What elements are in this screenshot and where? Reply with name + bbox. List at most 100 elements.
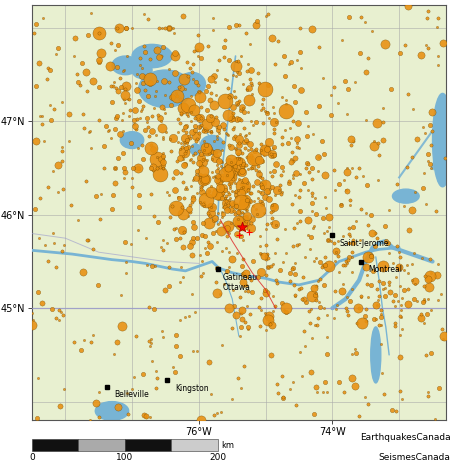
Point <box>256 198 263 205</box>
Point <box>260 252 268 260</box>
Point <box>217 185 225 193</box>
Point <box>404 261 411 269</box>
Point <box>74 216 81 223</box>
Point <box>349 223 357 231</box>
Point <box>362 317 369 325</box>
Point <box>142 49 149 56</box>
Point <box>123 24 130 32</box>
Point <box>136 165 143 172</box>
Point <box>264 316 271 323</box>
Point <box>381 292 388 299</box>
Point <box>397 387 404 395</box>
Point <box>189 347 197 354</box>
Point <box>230 115 237 123</box>
Point <box>140 73 147 80</box>
Point <box>113 339 120 346</box>
Point <box>263 252 270 259</box>
Point <box>401 42 408 49</box>
Point <box>265 138 273 146</box>
Point <box>201 126 208 134</box>
Point <box>198 182 206 190</box>
Point <box>251 154 258 161</box>
Point <box>200 177 207 184</box>
Point <box>229 71 236 79</box>
Point <box>435 61 442 69</box>
Ellipse shape <box>179 72 206 96</box>
Point <box>182 147 190 154</box>
Point <box>363 271 370 278</box>
Point <box>205 149 212 157</box>
Point <box>207 183 214 190</box>
Point <box>340 262 347 269</box>
Point <box>231 93 238 100</box>
Point <box>351 382 359 389</box>
Point <box>224 162 231 169</box>
Bar <box>172 439 218 451</box>
Point <box>38 120 45 128</box>
Point <box>206 188 213 195</box>
Point <box>211 216 218 224</box>
Point <box>380 279 387 287</box>
Point <box>297 24 304 31</box>
Text: Gatineau
Ottawa: Gatineau Ottawa <box>222 273 258 292</box>
Point <box>166 135 173 142</box>
Text: km: km <box>221 440 234 450</box>
Point <box>404 163 411 170</box>
Point <box>352 218 359 225</box>
Point <box>180 228 187 236</box>
Point <box>221 126 228 133</box>
Point <box>255 273 262 281</box>
Point <box>166 24 173 32</box>
Point <box>225 131 232 139</box>
Point <box>194 167 201 175</box>
Point <box>348 253 355 261</box>
Point <box>262 255 269 263</box>
Point <box>233 21 240 28</box>
Point <box>228 159 235 166</box>
Point <box>90 77 97 85</box>
Point <box>281 225 288 233</box>
Point <box>435 261 442 268</box>
Point <box>236 115 243 122</box>
Point <box>258 174 266 181</box>
Point <box>243 86 251 94</box>
Point <box>262 241 269 248</box>
Point <box>426 255 433 263</box>
Point <box>211 101 218 108</box>
Point <box>427 272 434 280</box>
Point <box>249 161 256 168</box>
Point <box>136 97 143 104</box>
Point <box>253 178 261 185</box>
Point <box>58 247 65 255</box>
Point <box>192 114 199 122</box>
Point <box>278 299 286 307</box>
Point <box>230 125 237 133</box>
Point <box>228 395 236 403</box>
Point <box>147 141 154 149</box>
Point <box>317 303 324 310</box>
Point <box>114 42 121 49</box>
Point <box>224 232 231 240</box>
Point <box>349 236 357 243</box>
Point <box>187 156 194 164</box>
Point <box>275 37 282 44</box>
Point <box>314 277 321 285</box>
Point <box>134 164 142 172</box>
Point <box>259 96 267 103</box>
Point <box>364 294 371 301</box>
Point <box>385 281 392 289</box>
Point <box>355 304 362 311</box>
Point <box>271 109 278 117</box>
Point <box>335 237 342 245</box>
Point <box>188 239 196 246</box>
Point <box>295 286 302 293</box>
Point <box>157 118 165 125</box>
Point <box>419 254 426 262</box>
Ellipse shape <box>112 56 139 75</box>
Point <box>270 151 278 159</box>
Point <box>342 258 349 265</box>
Point <box>214 126 222 134</box>
Point <box>224 201 232 209</box>
Point <box>295 144 303 152</box>
Point <box>262 289 269 297</box>
